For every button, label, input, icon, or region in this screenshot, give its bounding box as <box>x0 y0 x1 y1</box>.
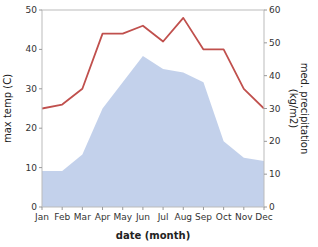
x-tick-label: May <box>113 212 132 222</box>
y-tick-label: 30 <box>26 84 38 94</box>
y2-tick <box>264 42 267 43</box>
y2-axis-label: med. precipitation(kg/m2) <box>288 63 310 155</box>
x-tick <box>142 207 143 210</box>
x-tick-label: Jan <box>34 212 49 222</box>
x-tick-label: Feb <box>54 212 70 222</box>
y-tick <box>39 49 42 50</box>
plot-area <box>42 18 264 207</box>
x-tick <box>243 207 244 210</box>
x-tick <box>163 207 164 210</box>
y-tick <box>39 167 42 168</box>
x-tick-label: Sep <box>195 212 212 222</box>
plot-frame <box>42 10 264 207</box>
y2-tick-label: 60 <box>269 5 281 15</box>
y-tick-label: 0 <box>31 202 37 212</box>
y2-tick <box>264 75 267 76</box>
y2-tick <box>264 108 267 109</box>
y2-tick-label: 40 <box>269 71 281 81</box>
y2-tick <box>264 141 267 142</box>
x-tick <box>223 207 224 210</box>
x-tick-label: Jul <box>157 212 169 222</box>
y2-tick <box>264 207 267 208</box>
area <box>42 56 264 207</box>
x-tick-label: Dec <box>255 212 272 222</box>
x-tick <box>203 207 204 210</box>
x-tick-label: Apr <box>95 212 111 222</box>
x-tick-label: Jun <box>135 212 150 222</box>
y-tick-label: 20 <box>26 123 38 133</box>
y-tick <box>39 128 42 129</box>
y2-tick <box>264 10 267 11</box>
y2-tick-label: 0 <box>269 202 275 212</box>
x-tick-label: Aug <box>174 212 192 222</box>
x-tick <box>82 207 83 210</box>
x-tick <box>62 207 63 210</box>
y2-tick-label: 30 <box>269 104 281 114</box>
y-tick <box>39 88 42 89</box>
y2-tick-label: 50 <box>269 38 281 48</box>
y2-tick <box>264 174 267 175</box>
x-tick <box>183 207 184 210</box>
x-tick-label: Nov <box>235 212 253 222</box>
chart: JanFebMarAprMayJunJulAugSepOctNovDec0102… <box>0 0 318 247</box>
y2-axis-label-line: med. precipitation <box>299 63 310 155</box>
y-tick <box>39 10 42 11</box>
y2-axis-label-line: (kg/m2) <box>288 89 299 129</box>
x-tick <box>102 207 103 210</box>
y-tick-label: 40 <box>26 44 38 54</box>
y2-tick-label: 20 <box>269 136 281 146</box>
y-tick-label: 10 <box>26 163 38 173</box>
x-axis-label: date (month) <box>116 230 190 241</box>
y2-tick-label: 10 <box>269 169 281 179</box>
y-axis-label: max temp (C) <box>2 74 13 143</box>
x-tick-label: Mar <box>74 212 91 222</box>
x-tick-label: Oct <box>216 212 232 222</box>
y-tick-label: 50 <box>26 5 38 15</box>
x-tick <box>122 207 123 210</box>
y-tick <box>39 207 42 208</box>
line <box>42 18 264 109</box>
